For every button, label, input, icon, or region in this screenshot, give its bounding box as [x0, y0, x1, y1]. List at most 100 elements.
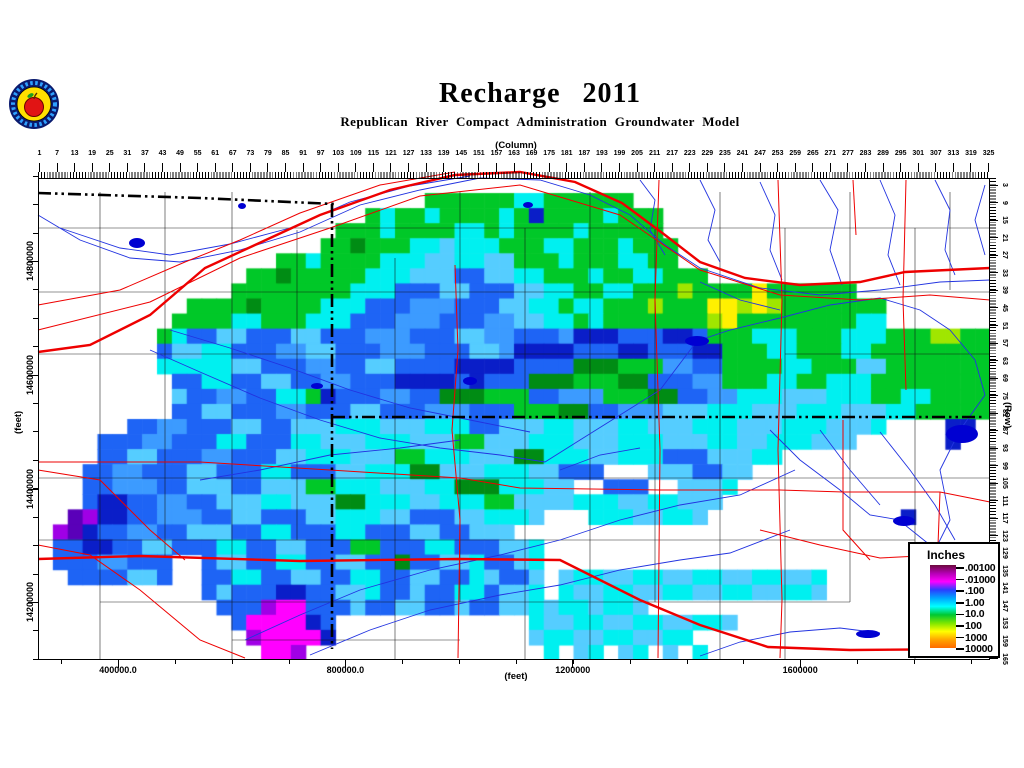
highway-line	[37, 184, 991, 331]
column-tick-label: 91	[299, 150, 307, 157]
river-line	[37, 177, 991, 296]
row-major-tick	[990, 377, 998, 379]
row-major-tick	[990, 395, 998, 397]
x-axis-minor-tick	[231, 660, 233, 664]
column-major-tick	[38, 163, 40, 172]
column-major-tick	[214, 163, 216, 172]
column-tick-label: 199	[613, 150, 626, 157]
column-tick-label: 265	[806, 150, 819, 157]
column-tick-label: 193	[596, 150, 608, 157]
column-tick-label: 253	[771, 150, 784, 157]
river-line	[559, 447, 641, 471]
column-major-tick	[355, 163, 357, 172]
column-major-tick	[372, 163, 374, 172]
x-axis-tick-label: 400000.0	[99, 665, 137, 675]
x-axis-minor-tick	[174, 660, 176, 664]
column-major-tick	[636, 163, 638, 172]
y-axis-minor-tick	[33, 374, 38, 376]
x-axis-major-tick	[799, 660, 801, 668]
river-line	[699, 179, 721, 263]
page-title: Recharge 2011	[439, 78, 641, 109]
river-line	[149, 297, 951, 463]
legend-entry-value: .01000	[965, 573, 996, 586]
column-tick-label: 67	[228, 150, 237, 157]
column-major-tick	[865, 163, 866, 172]
legend-entry-value: .100	[965, 585, 985, 598]
column-major-tick	[495, 163, 497, 172]
column-tick-label: 271	[824, 150, 837, 157]
column-tick-label: 313	[947, 150, 960, 157]
column-major-tick	[952, 163, 954, 172]
column-major-tick	[794, 163, 796, 172]
x-axis-minor-tick	[515, 660, 517, 664]
lake	[523, 202, 533, 208]
highway-line	[902, 179, 907, 391]
column-tick-label: 43	[158, 150, 167, 157]
column-major-tick	[759, 163, 761, 172]
x-axis-minor-tick	[118, 660, 119, 664]
y-axis-minor-tick	[33, 431, 38, 433]
legend-entry-tick	[956, 613, 964, 616]
y-axis-minor-tick	[33, 204, 38, 206]
column-tick-label: 49	[176, 150, 184, 157]
legend-entry-tick	[956, 636, 964, 639]
column-tick-label: 163	[508, 150, 520, 157]
row-major-tick	[990, 307, 998, 309]
row-major-tick	[990, 342, 998, 344]
column-tick-label: 259	[789, 150, 802, 157]
x-axis-minor-tick	[345, 660, 347, 664]
column-major-tick	[320, 163, 322, 172]
column-major-tick	[689, 163, 691, 172]
row-major-tick	[990, 658, 998, 660]
river-line	[699, 281, 781, 311]
highway-line	[852, 179, 857, 236]
river-line	[59, 175, 471, 256]
y-axis-minor-tick	[33, 289, 38, 291]
column-tick-label: 37	[141, 150, 149, 157]
lake	[129, 238, 145, 248]
y-axis-minor-tick	[33, 232, 38, 234]
column-tick-label: 73	[246, 150, 255, 157]
x-axis-major-tick	[572, 660, 574, 668]
river-line	[819, 179, 843, 286]
column-major-tick	[988, 163, 990, 172]
column-tick-label: 295	[894, 150, 907, 157]
x-axis-minor-tick	[743, 660, 745, 664]
column-tick-label: 229	[701, 150, 714, 157]
column-major-tick	[302, 163, 304, 172]
column-major-tick	[285, 163, 287, 172]
column-major-tick	[583, 163, 585, 172]
river-line	[974, 184, 986, 256]
column-tick-label: 121	[385, 150, 397, 157]
x-axis-minor-tick	[857, 660, 859, 664]
column-tick-label: 283	[859, 150, 872, 157]
column-tick-label: 301	[912, 150, 925, 157]
column-major-tick	[900, 163, 902, 172]
y-axis-minor-tick	[33, 346, 38, 348]
river-line	[879, 431, 956, 541]
column-major-tick	[724, 163, 726, 172]
column-major-tick	[91, 163, 93, 172]
column-major-tick	[706, 163, 708, 172]
highway-line	[38, 461, 991, 503]
row-major-tick	[990, 360, 998, 362]
y-axis-minor-tick	[33, 545, 38, 547]
column-tick-label: 211	[648, 150, 661, 157]
row-tick-label: 45	[1001, 304, 1008, 312]
x-axis-minor-tick	[800, 660, 802, 664]
row-major-tick	[990, 412, 998, 414]
legend-entry-tick	[956, 648, 964, 650]
y-axis-minor-tick	[33, 573, 38, 575]
river-line	[879, 179, 901, 286]
y-axis-minor-tick	[33, 658, 38, 660]
column-tick-label: 7	[55, 150, 59, 157]
row-major-tick	[990, 254, 998, 256]
river-line	[934, 179, 956, 276]
column-major-tick	[232, 163, 234, 172]
highway-line	[654, 179, 661, 659]
column-tick-label: 85	[281, 150, 290, 157]
lake	[463, 377, 477, 385]
y-axis-minor-tick	[33, 175, 38, 177]
column-major-tick	[829, 163, 831, 172]
column-tick-label: 109	[349, 150, 362, 157]
